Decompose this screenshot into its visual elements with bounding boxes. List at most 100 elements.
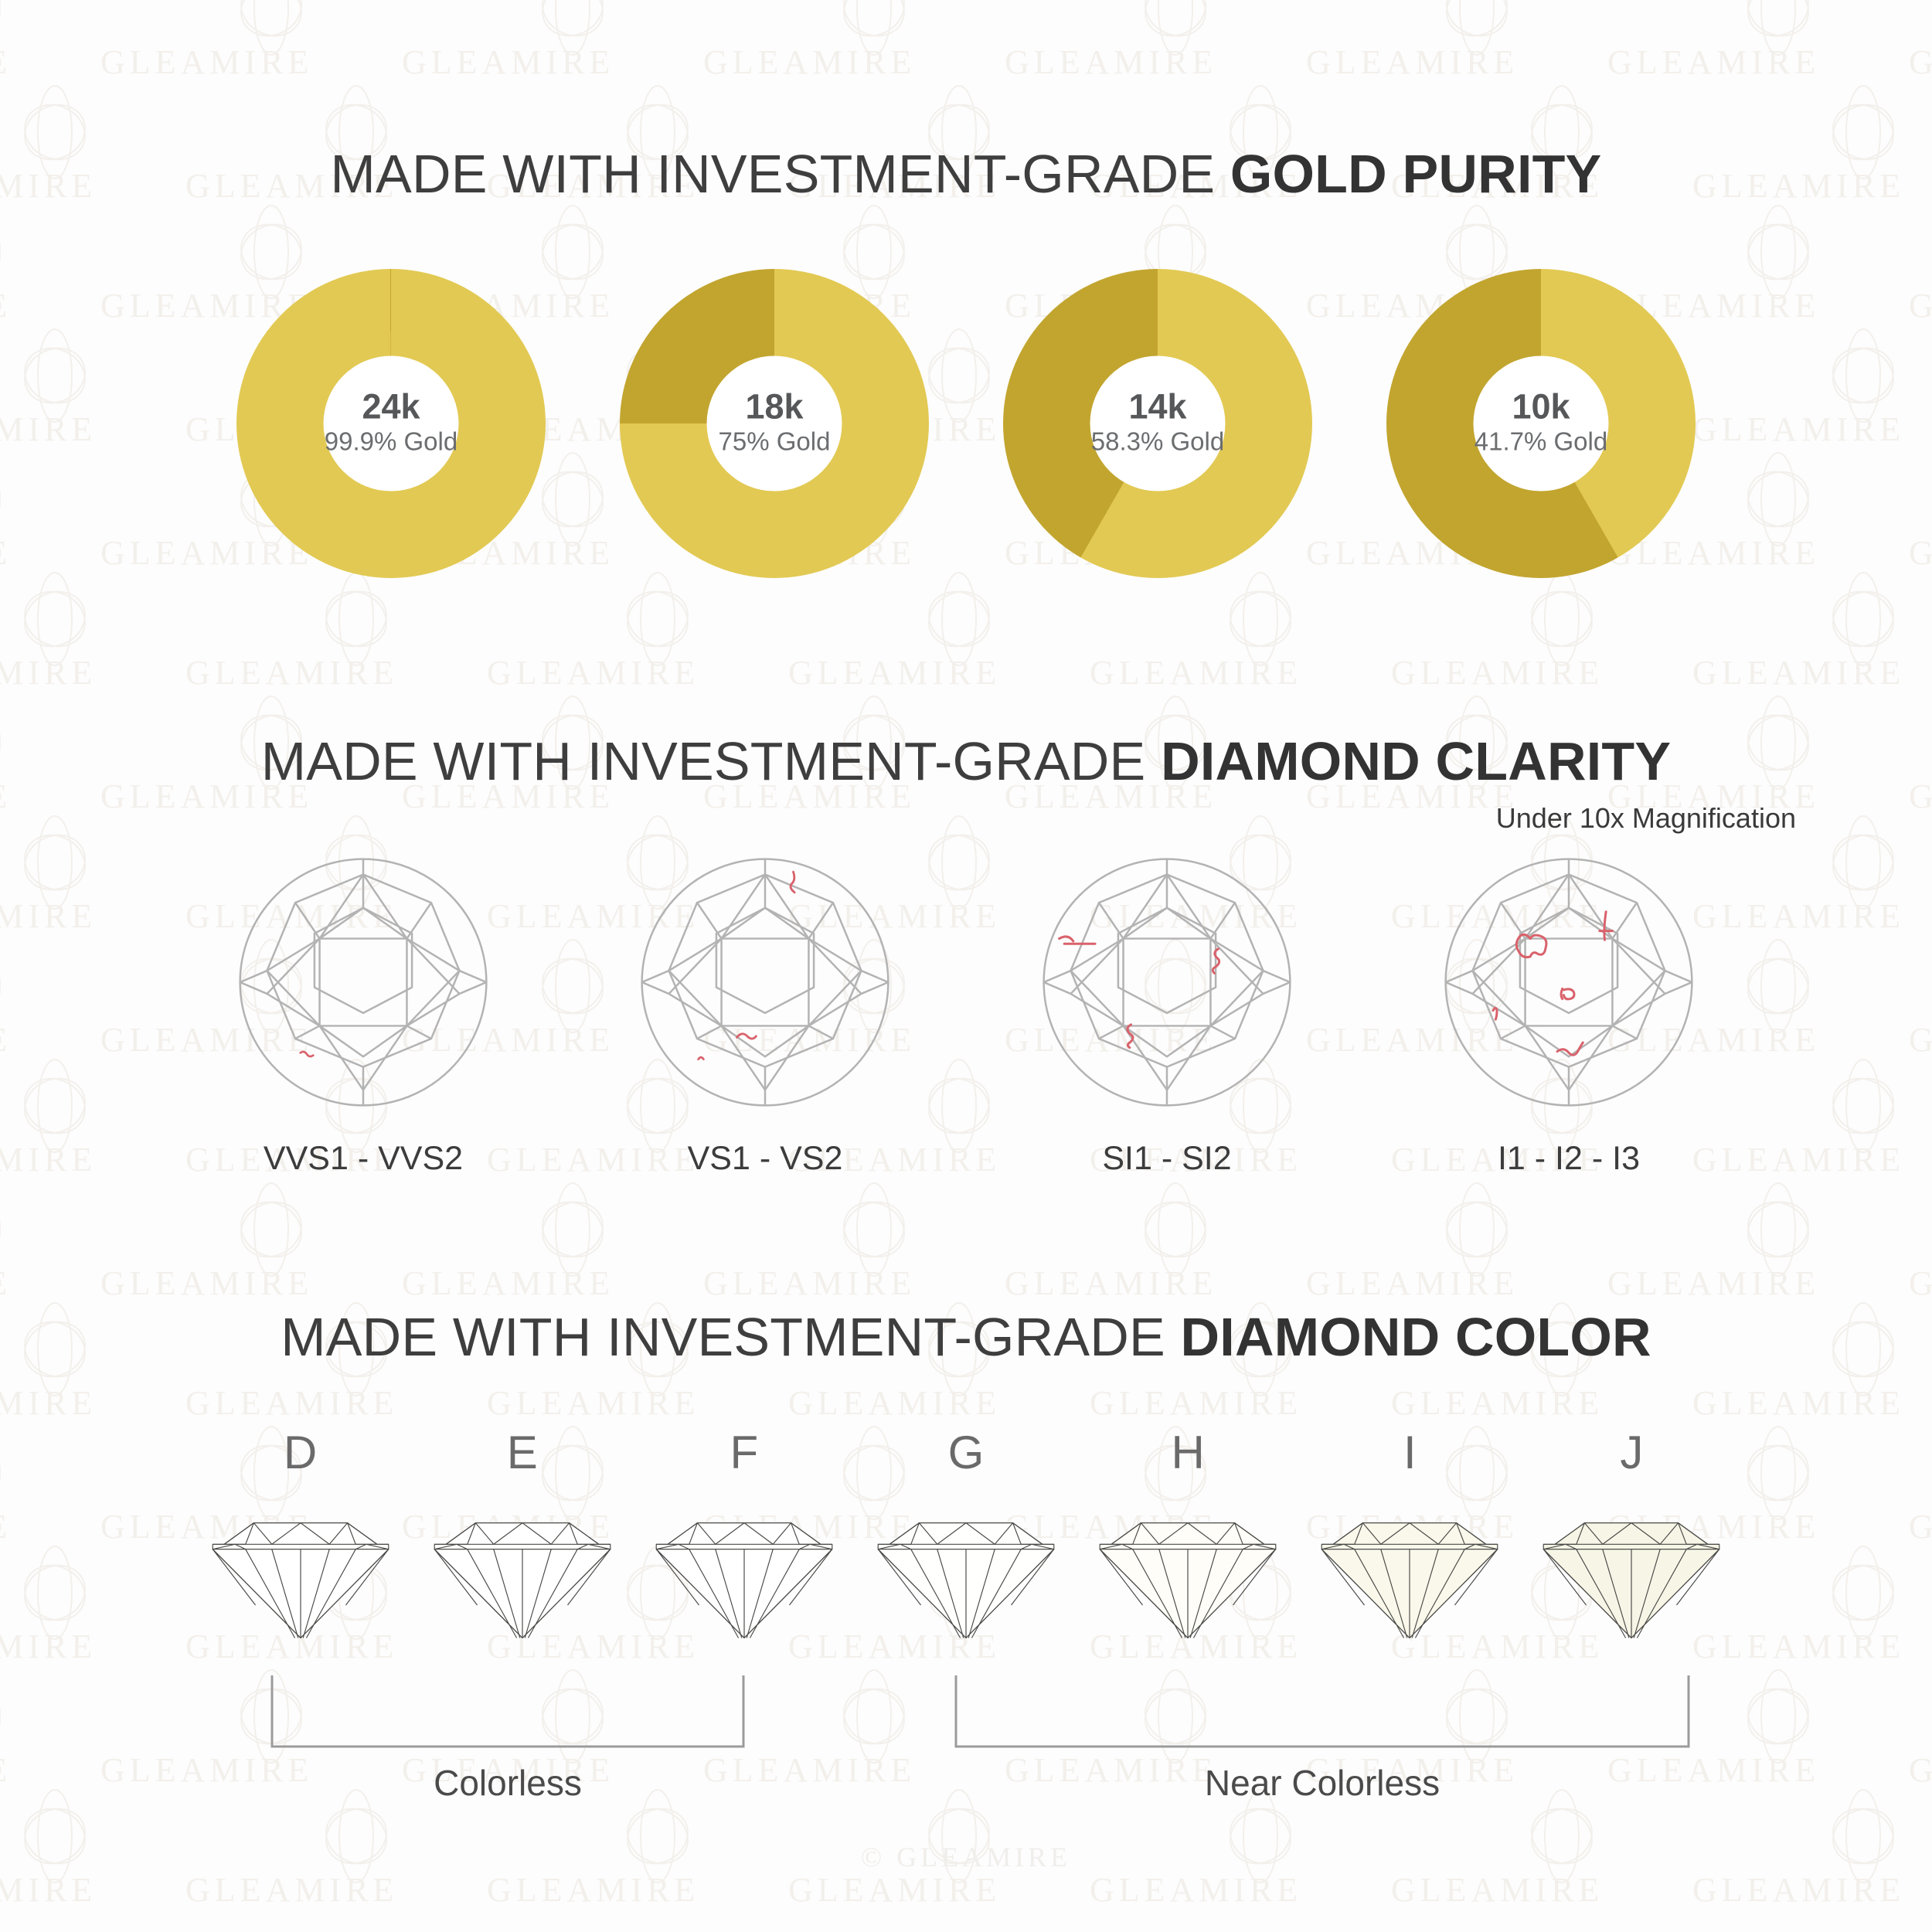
- watermark-logo-icon: [236, 0, 307, 60]
- watermark-logo-icon: [1743, 1179, 1814, 1281]
- watermark-logo-icon: [1140, 0, 1211, 60]
- clarity-cell-si: SI1 - SI2: [1012, 854, 1321, 1178]
- watermark-logo-icon: [1743, 1422, 1814, 1524]
- color-diamond-e: [411, 1515, 633, 1645]
- watermark-text: GLEAMIRE: [788, 1384, 1002, 1422]
- gold-donut-14k-hole: 14k 58.3% Gold: [1090, 355, 1226, 492]
- watermark-text: GLEAMIRE: [185, 654, 399, 692]
- watermark-logo-icon: [19, 1542, 90, 1644]
- diamond-side-view-j-icon: [1543, 1522, 1720, 1639]
- gold-donut-14k-karat: 14k: [1128, 386, 1187, 427]
- watermark-text: GLEAMIRE: [100, 43, 314, 81]
- watermark-logo-icon: [321, 568, 392, 670]
- near-colorless-label: Near Colorless: [1204, 1763, 1440, 1803]
- watermark-logo-icon: [236, 1179, 307, 1281]
- footer-copyright: © GLEAMIRE: [860, 1842, 1072, 1872]
- diamond-side-view-e-icon: [434, 1522, 611, 1639]
- round-brilliant-top-view-vs-icon: [641, 858, 889, 1107]
- color-diamond-j: [1521, 1515, 1743, 1645]
- watermark-text: GLEAMIRE: [1090, 654, 1303, 692]
- color-letter-j: J: [1620, 1427, 1644, 1478]
- watermark-logo-icon: [923, 568, 995, 670]
- clarity-row: VVS1 - VVS2: [0, 854, 1932, 1178]
- clarity-cell-vs: VS1 - VS2: [611, 854, 920, 1178]
- diamond-side-view-d-icon: [212, 1522, 389, 1639]
- color-diamond-f: [633, 1515, 855, 1645]
- watermark-text: GLEAMIRE: [100, 1264, 314, 1302]
- clarity-label-si: SI1 - SI2: [1102, 1140, 1232, 1177]
- color-diamond-row: [189, 1515, 1743, 1645]
- color-diamond-d: [189, 1515, 411, 1645]
- watermark-logo-icon: [1828, 568, 1899, 670]
- watermark-text: GLEAMIRE: [487, 654, 700, 692]
- watermark-text: GLEAMIRE: [1005, 43, 1218, 81]
- watermark-text: GLEAMIRE: [0, 1628, 97, 1665]
- watermark-logo-icon: [537, 0, 608, 60]
- gold-donut-24k: 24k 99.9% Gold: [236, 269, 546, 578]
- round-brilliant-top-view-i-icon: [1444, 858, 1693, 1107]
- color-heading-regular: MADE WITH INVESTMENT-GRADE: [281, 1307, 1181, 1367]
- diamond-color-heading: MADE WITH INVESTMENT-GRADE DIAMOND COLOR: [0, 1306, 1932, 1368]
- watermark-text: GLEAMIRE: [1607, 1264, 1821, 1302]
- watermark-logo-icon: [1441, 1179, 1512, 1281]
- color-grade-letter-row: D E F G H I J: [189, 1426, 1743, 1479]
- diamond-side-view-h-icon: [1099, 1522, 1277, 1639]
- round-brilliant-top-view-si-icon: [1043, 858, 1291, 1107]
- color-letter-i: I: [1403, 1427, 1417, 1478]
- diamond-clarity-heading: MADE WITH INVESTMENT-GRADE DIAMOND CLARI…: [0, 730, 1932, 792]
- watermark-text: GLEAMIRE: [0, 1264, 12, 1303]
- watermark-logo-icon: [838, 0, 910, 60]
- color-letter-d: D: [283, 1427, 318, 1478]
- watermark-text: GLEAMIRE: [1005, 1264, 1218, 1302]
- color-group-brackets: Colorless Near Colorless: [0, 1671, 1932, 1803]
- watermark-text: GLEAMIRE: [0, 43, 12, 82]
- color-letter-e: E: [506, 1427, 538, 1478]
- color-letter-f: F: [730, 1427, 759, 1478]
- watermark-logo-icon: [838, 1179, 910, 1281]
- gold-donut-18k: 18k 75% Gold: [620, 269, 929, 578]
- watermark-logo-icon: [622, 568, 693, 670]
- watermark-text: GLEAMIRE: [788, 654, 1002, 692]
- gold-donut-14k: 14k 58.3% Gold: [1003, 269, 1312, 578]
- gold-donut-18k-karat: 18k: [745, 386, 804, 427]
- color-diamond-h: [1077, 1515, 1299, 1645]
- watermark-text: GLEAMIRE: [487, 1384, 700, 1422]
- watermark-text: GLEAMIRE: [185, 1384, 399, 1422]
- watermark-text: GLEAMIRE: [0, 1871, 97, 1909]
- gold-donut-24k-percent: 99.9% Gold: [324, 427, 458, 456]
- watermark-text: GLEAMIRE: [487, 1871, 700, 1909]
- clarity-label-vvs: VVS1 - VVS2: [263, 1140, 464, 1177]
- watermark-logo-icon: [0, 1179, 5, 1281]
- clarity-label-vs: VS1 - VS2: [687, 1140, 843, 1177]
- diamond-side-view-f-icon: [655, 1522, 833, 1639]
- watermark-text: GLEAMIRE: [1692, 1384, 1906, 1422]
- gold-heading-bold: GOLD PURITY: [1230, 144, 1602, 204]
- color-heading-bold: DIAMOND COLOR: [1180, 1307, 1651, 1367]
- clarity-heading-regular: MADE WITH INVESTMENT-GRADE: [260, 731, 1162, 791]
- near-colorless-bracket: [954, 1675, 1690, 1748]
- watermark-text: GLEAMIRE: [1306, 1264, 1519, 1302]
- watermark-text: GLEAMIRE: [1090, 1384, 1303, 1422]
- watermark-text: GLEAMIRE: [703, 1264, 917, 1302]
- round-brilliant-top-view-vvs-icon: [239, 858, 488, 1107]
- watermark-text: GLEAMIRE: [1391, 1871, 1604, 1909]
- gold-donut-row: 24k 99.9% Gold 18k 75% Gold 14k 58.3% Go…: [0, 269, 1932, 578]
- watermark-logo-icon: [1140, 1179, 1211, 1281]
- watermark-text: GLEAMIRE: [1909, 1264, 1932, 1302]
- color-letter-h: H: [1171, 1427, 1205, 1478]
- diamond-side-view-g-icon: [877, 1522, 1055, 1639]
- gold-donut-10k-hole: 10k 41.7% Gold: [1473, 355, 1609, 492]
- gold-heading-regular: MADE WITH INVESTMENT-GRADE: [330, 144, 1230, 204]
- watermark-text: GLEAMIRE: [0, 1384, 97, 1422]
- color-letter-g: G: [947, 1427, 985, 1478]
- gold-donut-14k-percent: 58.3% Gold: [1090, 427, 1225, 456]
- magnification-note: Under 10x Magnification: [1495, 802, 1796, 834]
- watermark-logo-icon: [537, 1179, 608, 1281]
- watermark-text: GLEAMIRE: [703, 43, 917, 81]
- watermark-text: GLEAMIRE: [402, 1264, 615, 1302]
- gold-donut-18k-percent: 75% Gold: [718, 427, 831, 456]
- watermark-text: GLEAMIRE: [402, 43, 615, 81]
- watermark-logo-icon: [1743, 0, 1814, 60]
- watermark-text: GLEAMIRE: [185, 1871, 399, 1909]
